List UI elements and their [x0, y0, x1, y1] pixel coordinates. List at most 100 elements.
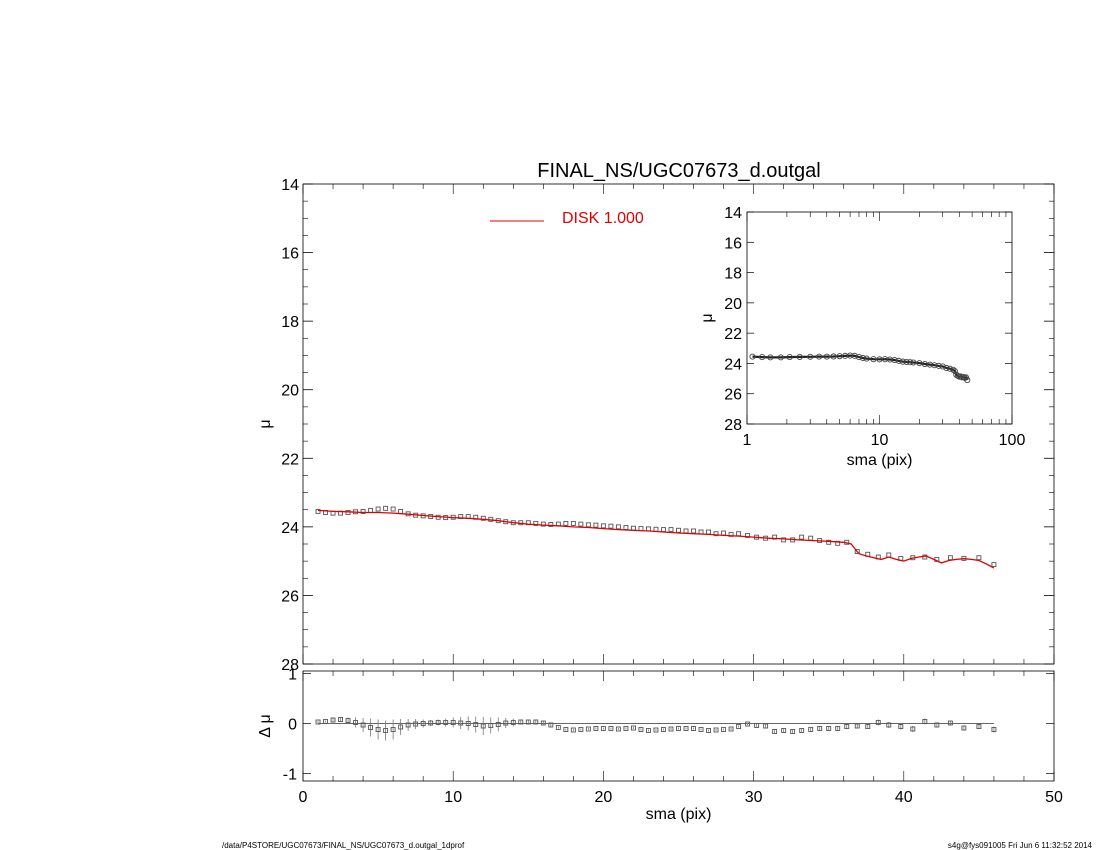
y-tick-label: 18: [281, 314, 299, 331]
residual-point: [934, 722, 940, 728]
residual-point: [383, 728, 389, 733]
data-point: [799, 534, 805, 540]
data-point: [375, 506, 381, 512]
residual-point: [405, 722, 411, 728]
residual-point: [420, 721, 426, 726]
inset-data-point: [954, 372, 961, 379]
y-tick-label: 14: [281, 177, 299, 194]
residual-point: [653, 727, 659, 733]
residual-point: [473, 722, 479, 727]
residual-point: [817, 726, 823, 731]
data-point: [563, 520, 569, 526]
data-point: [721, 530, 727, 536]
inset-data-point: [943, 364, 950, 372]
residual-point: [790, 729, 796, 734]
main-profile-panel: 14 16 18 20 22 24 26 28 μ DISK 1.000: [257, 177, 1055, 674]
data-point: [653, 526, 659, 532]
footer-file-path: /data/P4STORE/UGC07673/FINAL_NS/UGC07673…: [222, 841, 465, 850]
data-point: [676, 527, 681, 533]
x-axis-label: sma (pix): [646, 806, 712, 823]
residual-point: [323, 719, 328, 724]
inset-data-point: [903, 358, 910, 365]
residual-point: [736, 724, 742, 729]
x-tick-label: 40: [895, 789, 913, 806]
x-tick-label: 10: [444, 789, 462, 806]
data-point: [661, 527, 666, 533]
data-point: [593, 522, 599, 528]
data-point: [713, 531, 719, 537]
residual-point: [518, 719, 524, 725]
residual-point: [480, 723, 486, 729]
inset-y-tick-label: 20: [724, 296, 742, 313]
data-point: [480, 515, 486, 521]
residual-point: [488, 723, 494, 728]
y-tick-label: 26: [281, 588, 299, 605]
data-point: [540, 521, 546, 527]
residual-point: [555, 725, 561, 730]
data-point: [991, 562, 997, 568]
residual-point: [683, 726, 689, 731]
y-tick-label: 22: [281, 451, 299, 468]
inset-y-tick-label: 22: [724, 326, 742, 343]
residual-point: [608, 726, 614, 731]
residual-point: [668, 726, 674, 732]
residual-point: [428, 720, 434, 726]
legend-label: DISK 1.000: [562, 210, 644, 227]
residual-point: [772, 729, 778, 734]
data-point: [600, 523, 606, 529]
residual-point: [646, 728, 651, 733]
residual-point: [706, 728, 711, 733]
data-point: [745, 532, 751, 538]
data-point: [772, 534, 778, 540]
inset-data-point: [816, 353, 823, 360]
residual-point: [865, 724, 871, 729]
inset-plot-frame: [746, 211, 1013, 425]
residual-point: [808, 727, 814, 732]
y-tick-label: 16: [281, 246, 299, 263]
residual-point: [638, 727, 644, 732]
residual-point: [630, 725, 636, 731]
inset-data-point: [759, 354, 766, 361]
inset-data-point: [906, 359, 914, 366]
data-point: [781, 537, 787, 543]
inset-data-point: [830, 353, 837, 360]
inset-data-point: [863, 355, 870, 362]
inset-data-point: [950, 366, 957, 373]
residual-y-axis-label: Δ μ: [257, 714, 274, 737]
inset-log-panel: 14 16 18 20 22 24 26 281 10 100 sma (pix) μ: [699, 205, 1025, 469]
residual-point: [315, 719, 321, 725]
model-line-disk: [317, 509, 995, 569]
residual-point: [368, 725, 374, 730]
residual-point: [353, 720, 359, 725]
y-axis-label: μ: [257, 419, 274, 428]
x-tick-label: 30: [745, 789, 763, 806]
residual-point: [360, 722, 366, 728]
inset-data-point: [931, 362, 938, 369]
inset-y-tick-label: 24: [724, 356, 742, 373]
y-tick-label: 20: [281, 383, 299, 400]
data-point: [398, 508, 404, 514]
residual-point: [570, 727, 576, 733]
data-point: [383, 505, 389, 511]
residual-y-tick-label: 1: [288, 667, 297, 684]
x-tick-label: 0: [299, 789, 308, 806]
residual-point: [330, 717, 336, 723]
residual-point: [976, 724, 982, 729]
residual-point: [886, 722, 892, 728]
inset-data-point: [823, 353, 830, 360]
residual-point: [991, 727, 997, 732]
inset-data-point: [796, 353, 803, 360]
residual-point: [593, 726, 599, 731]
inset-y-tick-label: 28: [724, 417, 742, 434]
inset-data-point: [891, 357, 898, 364]
inset-data-point: [964, 377, 971, 384]
residual-point: [763, 723, 769, 729]
inset-y-tick-label: 26: [724, 387, 742, 404]
residual-point: [458, 720, 464, 726]
inset-data-point: [786, 354, 793, 361]
residual-point: [698, 727, 704, 732]
residual-point: [465, 721, 471, 726]
data-point: [668, 527, 674, 533]
